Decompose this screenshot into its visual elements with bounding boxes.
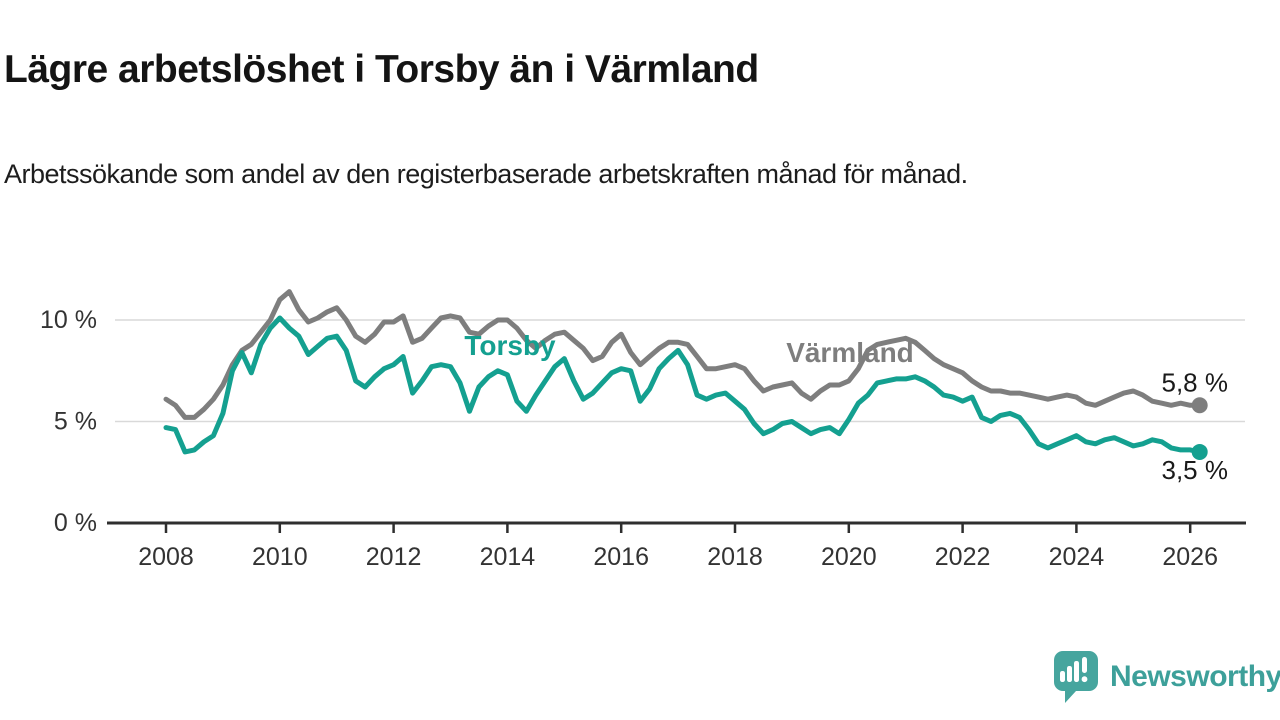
series-end-value-label-torsby: 3,5 % [1162, 455, 1229, 485]
series-end-dot-varmland [1191, 397, 1208, 414]
series-end-dot-torsby [1191, 443, 1208, 460]
newsworthy-bubble-chart-icon [1054, 651, 1098, 703]
x-tick-label: 2026 [1162, 543, 1218, 571]
newsworthy-logo: Newsworthy [1052, 648, 1280, 706]
x-tick-label: 2016 [593, 543, 649, 571]
x-tick-label: 2024 [1049, 543, 1105, 571]
x-tick-label: 2022 [935, 543, 991, 571]
unemployment-line-chart: 0 % 5 % 10 % 2008 2010 2012 2014 2016 2018 2020 20… [40, 289, 1246, 571]
x-tick-label: 2008 [138, 543, 194, 571]
x-tick-label: 2018 [707, 543, 763, 571]
series-line-torsby [163, 315, 1203, 455]
x-tick-label: 2012 [366, 543, 422, 571]
series-name-label-varmland: Värmland [786, 337, 914, 368]
series-name-label-torsby: Torsby [464, 330, 556, 361]
x-tick-label: 2020 [821, 543, 877, 571]
series-line-varmland [163, 289, 1203, 420]
y-tick-label: 0 % [54, 509, 97, 537]
y-tick-label: 10 % [40, 306, 97, 334]
chart-subtitle: Arbetssökande som andel av den registerb… [4, 159, 968, 189]
series-end-value-label-varmland: 5,8 % [1162, 367, 1229, 397]
y-tick-label: 5 % [54, 408, 97, 436]
page-title: Lägre arbetslöshet i Torsby än i Värmlan… [4, 48, 759, 92]
x-tick-label: 2014 [480, 543, 536, 571]
x-tick-label: 2010 [252, 543, 308, 571]
brand-wordmark: Newsworthy [1110, 660, 1280, 693]
